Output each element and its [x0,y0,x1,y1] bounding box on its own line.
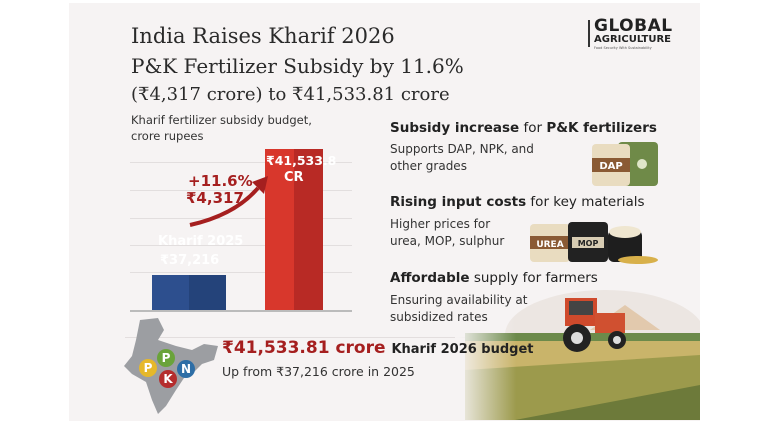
gridline [130,218,352,219]
bar2-value: ₹41,533.8 [266,153,337,168]
change-percent: +11.6% [188,172,253,190]
svg-text:P: P [162,351,171,365]
point-1-desc-2: other grades [390,159,467,173]
svg-text:K: K [163,372,173,386]
point-3-heading: Affordable supply for farmers [390,270,598,286]
bar1-label: Kharif 2025 [158,234,244,249]
dap-bag-icon: DAP [592,142,658,186]
farm-tractor-illustration [455,290,700,420]
point-3-desc-2: subsidized rates [390,310,488,324]
change-absolute: ₹4,317 [186,189,244,207]
bar2-unit: CR [284,170,304,185]
urea-mop-bags-icon: UREA MOP [530,222,658,264]
title-line-1: India Raises Kharif 2026 [131,24,395,48]
footer-subtext: Up from ₹37,216 crore in 2025 [222,364,415,379]
title-line-2: P&K Fertilizer Subsidy by 11.6% [131,54,464,78]
footer-amount: ₹41,533.81 crore Kharif 2026 budget [222,338,534,358]
chart-caption-2: crore rupees [131,129,204,143]
svg-text:P: P [144,361,153,375]
logo-tagline: Food Security With Sustainability [594,46,652,50]
point-3-desc-1: Ensuring availability at [390,293,528,307]
point-2-desc-2: urea, MOP, sulphur [390,234,505,248]
gridline [130,272,352,273]
growth-arrow-icon [189,176,268,227]
bar-kharif-2026 [265,149,323,310]
chart-caption-1: Kharif fertilizer subsidy budget, [131,113,312,127]
svg-text:N: N [181,362,191,376]
point-2-heading: Rising input costs for key materials [390,194,645,210]
svg-text:UREA: UREA [536,240,563,250]
logo-name: GLOBAL [594,16,673,36]
point-2-desc-1: Higher prices for [390,217,491,231]
gridline [130,190,352,191]
logo-name-2: AGRICULTURE [594,34,672,45]
bar-kharif-2025 [152,274,226,310]
gridline [130,245,352,246]
india-map-icon: P P K N [124,318,218,414]
divider [125,337,465,338]
logo-divider [588,20,590,47]
bar1-value: ₹37,216 [160,253,220,268]
svg-text:MOP: MOP [578,239,599,248]
svg-text:DAP: DAP [599,161,622,172]
point-1-heading: Subsidy increase for P&K fertilizers [390,120,657,136]
point-1-desc-1: Supports DAP, NPK, and [390,142,534,156]
title-line-3: (₹4,317 crore) to ₹41,533.81 crore [131,84,450,105]
chart-baseline [130,310,352,312]
gridline [130,162,352,163]
